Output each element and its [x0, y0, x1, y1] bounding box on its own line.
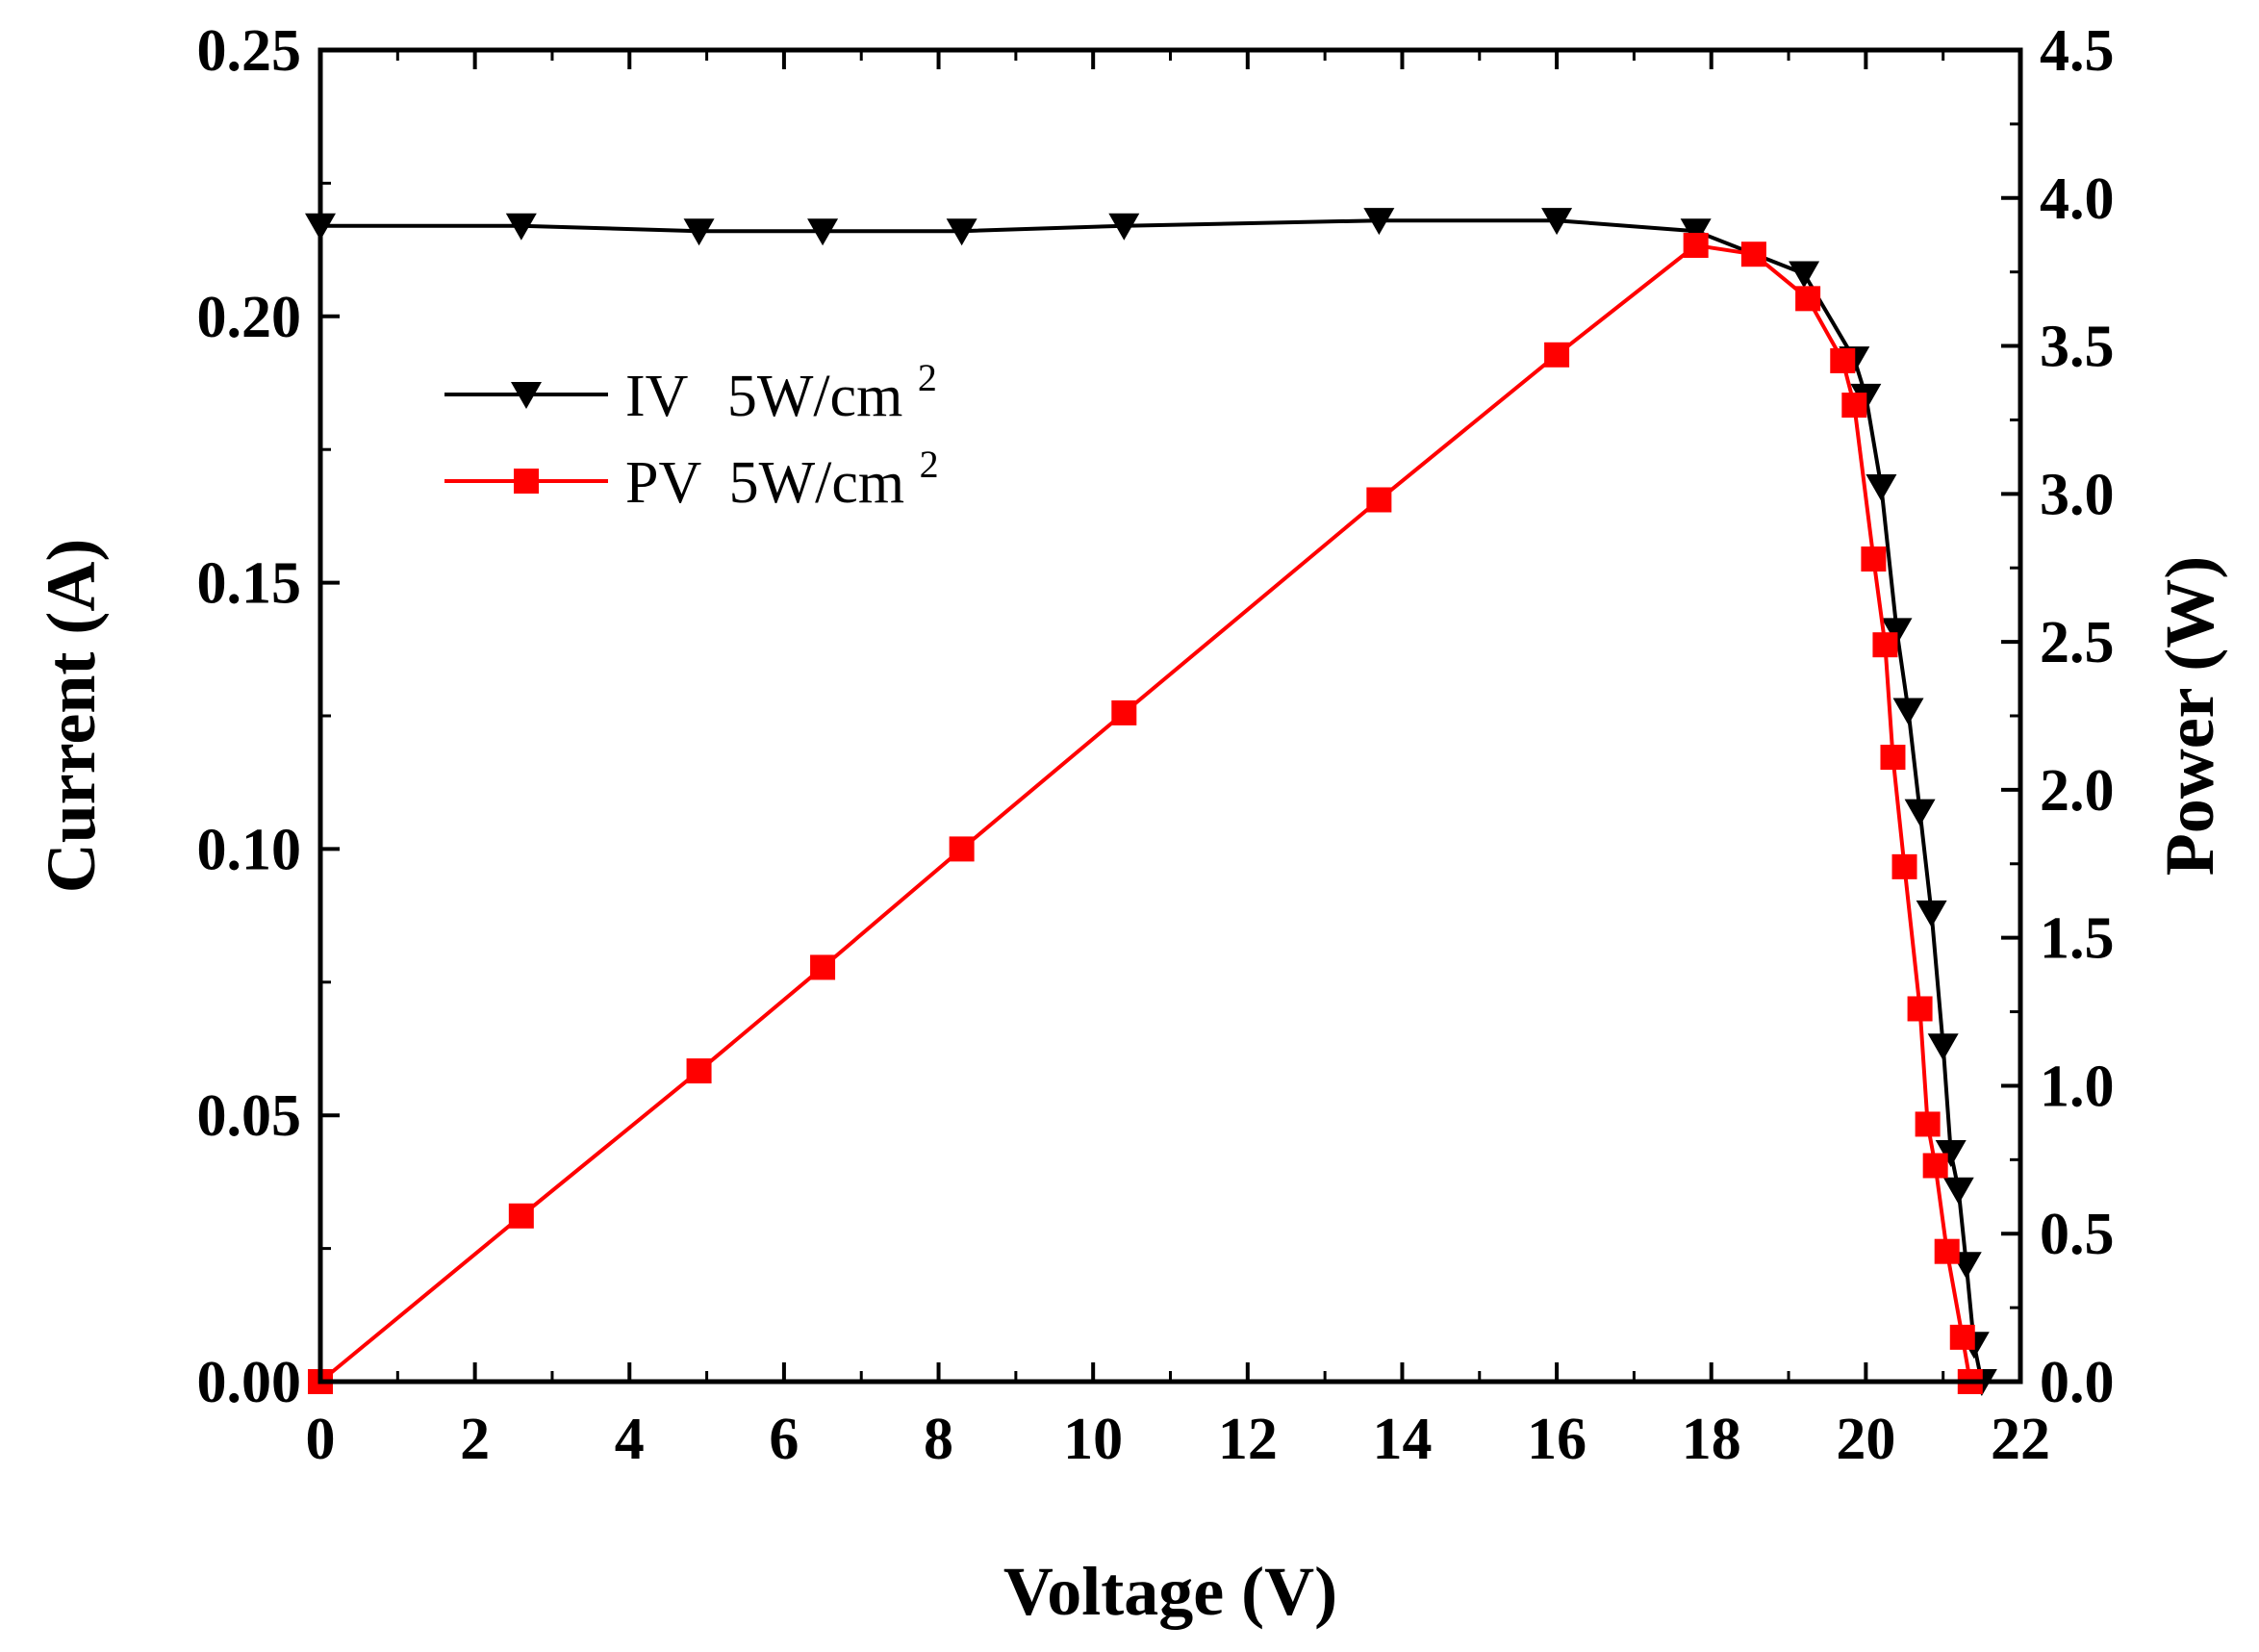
pv-data-point	[1861, 546, 1887, 572]
pv-data-point	[1872, 632, 1898, 658]
legend-entry-pv: PV 5W/cm 2	[444, 443, 939, 516]
series-iv	[305, 208, 1997, 1396]
y-right-tick-label: 2.5	[2040, 610, 2115, 675]
iv-data-point	[1789, 261, 1820, 289]
x-tick-label: 20	[1836, 1407, 1895, 1472]
pv-data-point	[1922, 1153, 1948, 1179]
x-tick-label: 16	[1527, 1407, 1586, 1472]
y-left-tick-label: 0.00	[197, 1350, 302, 1415]
x-tick-label: 12	[1218, 1407, 1278, 1472]
y-right-tick-label: 1.5	[2040, 906, 2115, 972]
y-right-tick-label: 3.0	[2040, 462, 2115, 527]
y-right-tick-label: 2.0	[2040, 758, 2115, 824]
y-axis-left-title: Current (A)	[33, 539, 110, 894]
x-tick-label: 0	[306, 1407, 336, 1472]
legend-iv-name: IV	[625, 364, 689, 429]
y-left-tick-label: 0.20	[197, 285, 302, 350]
iv-data-point	[1904, 799, 1936, 826]
pv-data-point	[1740, 241, 1766, 267]
iv-data-point	[1916, 900, 1947, 928]
y-left-tick-label: 0.10	[197, 817, 302, 882]
legend-entry-iv: IV 5W/cm 2	[444, 356, 937, 429]
pv-data-point	[1111, 699, 1137, 725]
iv-data-point	[1892, 698, 1924, 725]
x-tick-label: 22	[1991, 1407, 2050, 1472]
series-pv-line	[318, 243, 1972, 1384]
y-right-tick-label: 4.5	[2040, 18, 2115, 84]
pv-data-point	[1795, 286, 1821, 312]
pv-data-point	[1915, 1111, 1941, 1137]
legend-iv-label: IV 5W/cm 2	[625, 356, 937, 429]
plot-frame	[317, 47, 2023, 1385]
legend-iv-marker	[511, 382, 542, 409]
x-tick-label: 2	[460, 1407, 490, 1472]
legend-iv-unit-sup: 2	[918, 356, 937, 399]
iv-data-point	[505, 213, 537, 241]
legend-pv-unit: 5W/cm	[729, 450, 905, 516]
y-axis-right-title: Power (W)	[2151, 556, 2228, 877]
series-pv	[308, 232, 1983, 1394]
pv-data-point	[1907, 996, 1933, 1022]
iv-data-point	[1108, 213, 1140, 241]
iv-data-point	[807, 218, 839, 246]
pv-data-point	[810, 954, 836, 980]
legend-pv-label: PV 5W/cm 2	[625, 443, 939, 516]
pv-data-point	[1366, 487, 1392, 513]
iv-data-point	[1363, 208, 1395, 236]
x-tick-label: 4	[615, 1407, 645, 1472]
pv-data-point	[949, 836, 975, 862]
x-tick-label: 10	[1063, 1407, 1123, 1472]
pv-data-point	[1683, 232, 1709, 258]
pv-data-point	[1830, 347, 1856, 373]
pv-data-point	[1544, 342, 1570, 368]
pv-data-point	[686, 1058, 712, 1084]
x-tick-label: 14	[1372, 1407, 1432, 1472]
iv-data-point	[1541, 208, 1573, 236]
y-right-tick-label: 0.5	[2040, 1202, 2115, 1267]
y-right-tick-label: 4.0	[2040, 166, 2115, 232]
y-left-tick-label: 0.15	[197, 551, 302, 617]
y-right-tick-label: 1.0	[2040, 1054, 2115, 1119]
series-layer	[305, 208, 1997, 1396]
iv-data-point	[1881, 618, 1913, 646]
legend-pv-name: PV	[625, 450, 701, 516]
legend: IV 5W/cm 2 PV 5W/cm 2	[444, 356, 939, 516]
iv-data-point	[1927, 1033, 1959, 1061]
iv-data-point	[946, 218, 977, 246]
y-left-tick-label: 0.25	[197, 18, 302, 84]
tick-labels: 0 2 4 6 8 10 12 14 16 18 20 220.000.050.100.150.200…	[197, 18, 2115, 1472]
iv-data-point	[1866, 473, 1897, 501]
iv-data-point	[1942, 1177, 1974, 1205]
y-right-tick-label: 3.5	[2040, 315, 2115, 380]
x-axis-title: Voltage (V)	[1003, 1553, 1337, 1630]
x-tick-label: 8	[924, 1407, 953, 1472]
iv-data-point	[683, 218, 715, 246]
pv-data-point	[1934, 1238, 1960, 1264]
pv-data-point	[1949, 1324, 1975, 1350]
pv-data-point	[1841, 393, 1867, 419]
legend-pv-marker	[514, 469, 539, 494]
x-tick-label: 6	[769, 1407, 799, 1472]
legend-iv-unit: 5W/cm	[727, 364, 903, 429]
y-right-tick-label: 0.0	[2040, 1350, 2115, 1415]
y-left-tick-label: 0.05	[197, 1083, 302, 1149]
pv-data-point	[1891, 853, 1917, 879]
x-tick-label: 18	[1682, 1407, 1741, 1472]
iv-data-point	[1680, 218, 1712, 246]
pv-data-point	[1880, 745, 1906, 771]
legend-pv-unit-sup: 2	[920, 443, 939, 486]
iv-data-point	[1935, 1139, 1967, 1167]
pv-data-point	[508, 1203, 534, 1229]
